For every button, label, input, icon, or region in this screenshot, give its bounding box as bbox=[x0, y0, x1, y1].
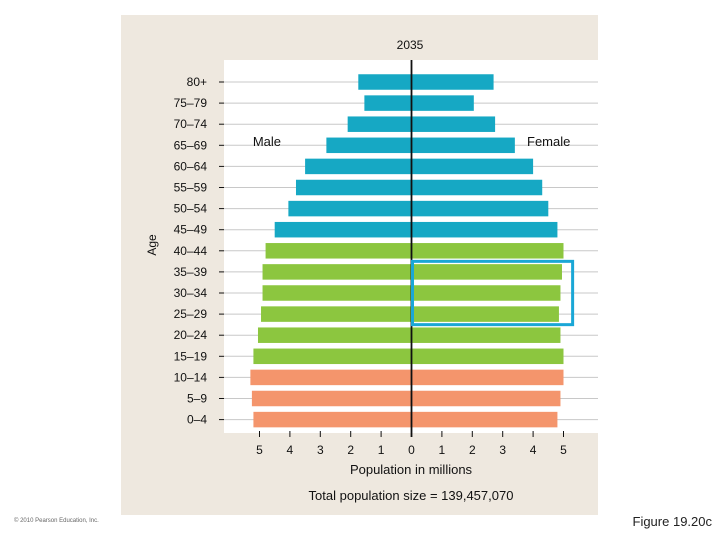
bars bbox=[250, 74, 564, 428]
y-tick-label: 50–54 bbox=[174, 202, 208, 216]
female-bar bbox=[411, 348, 564, 365]
female-bar bbox=[411, 411, 558, 428]
labels: 80+75–7970–7465–6960–6455–5950–5445–4940… bbox=[174, 75, 568, 457]
y-tick-label: 40–44 bbox=[174, 244, 208, 258]
male-label: Male bbox=[253, 134, 281, 149]
female-bar bbox=[411, 158, 534, 175]
female-bar bbox=[411, 179, 543, 196]
male-bar bbox=[250, 369, 412, 386]
x-tick-label: 2 bbox=[347, 443, 354, 457]
male-bar bbox=[251, 390, 412, 407]
female-bar bbox=[411, 116, 496, 132]
male-bar bbox=[364, 95, 412, 111]
male-bar bbox=[288, 200, 412, 217]
y-tick-label: 10–14 bbox=[174, 370, 208, 384]
male-bar bbox=[262, 285, 412, 301]
male-bar bbox=[257, 327, 412, 343]
axes bbox=[219, 60, 575, 437]
female-bar bbox=[411, 74, 494, 90]
y-tick-label: 65–69 bbox=[174, 138, 208, 152]
y-tick-label: 75–79 bbox=[174, 96, 208, 110]
y-tick-label: 20–24 bbox=[174, 328, 208, 342]
male-bar bbox=[305, 158, 412, 175]
female-bar bbox=[411, 243, 564, 259]
y-tick-label: 0–4 bbox=[187, 413, 207, 427]
female-bar bbox=[411, 264, 562, 280]
x-axis-label: Population in millions bbox=[350, 462, 473, 477]
x-tick-label: 5 bbox=[256, 443, 263, 457]
y-tick-label: 25–29 bbox=[174, 307, 208, 321]
figure-label: Figure 19.20c bbox=[632, 514, 713, 529]
population-pyramid-chart: 80+75–7970–7465–6960–6455–5950–5445–4940… bbox=[145, 38, 598, 503]
y-axis-label: Age bbox=[145, 234, 159, 256]
y-tick-label: 70–74 bbox=[174, 117, 208, 131]
female-label: Female bbox=[527, 134, 570, 149]
female-bar bbox=[411, 137, 515, 154]
y-tick-label: 60–64 bbox=[174, 159, 208, 173]
figure-panel: 80+ 75–79 70–74 65–69 60–64 55–59 50–54 45–49 40… bbox=[121, 15, 598, 515]
female-bar bbox=[411, 200, 549, 217]
x-tick-label: 4 bbox=[287, 443, 294, 457]
male-bar bbox=[253, 411, 412, 428]
chart-title: 2035 bbox=[397, 38, 424, 52]
female-bar bbox=[411, 327, 561, 343]
x-tick-label: 5 bbox=[560, 443, 567, 457]
male-bar bbox=[358, 74, 412, 90]
male-bar bbox=[265, 243, 412, 259]
female-bar bbox=[411, 221, 558, 238]
y-tick-label: 35–39 bbox=[174, 265, 208, 279]
highlight-box bbox=[411, 259, 575, 327]
y-tick-label: 45–49 bbox=[174, 223, 208, 237]
female-bar bbox=[411, 369, 564, 386]
x-tick-label: 0 bbox=[408, 443, 415, 457]
male-bar bbox=[274, 221, 412, 238]
y-tick-label: 55–59 bbox=[174, 181, 208, 195]
male-bar bbox=[295, 179, 412, 196]
female-bar bbox=[411, 285, 561, 301]
male-bar bbox=[261, 306, 412, 322]
x-tick-label: 4 bbox=[530, 443, 537, 457]
male-bar bbox=[262, 264, 412, 280]
total-population-note: Total population size = 139,457,070 bbox=[309, 488, 514, 503]
x-tick-label: 1 bbox=[439, 443, 446, 457]
y-tick-label: 15–19 bbox=[174, 349, 208, 363]
x-tick-label: 1 bbox=[378, 443, 385, 457]
female-bar bbox=[411, 95, 474, 111]
y-tick-label: 30–34 bbox=[174, 286, 208, 300]
copyright-notice: © 2010 Pearson Education, Inc. bbox=[14, 518, 99, 524]
x-tick-label: 2 bbox=[469, 443, 476, 457]
y-tick-label: 5–9 bbox=[187, 392, 207, 406]
y-tick-label: 80+ bbox=[187, 75, 207, 89]
male-bar bbox=[326, 137, 412, 154]
male-bar bbox=[253, 348, 412, 365]
male-bar bbox=[347, 116, 412, 132]
female-bar bbox=[411, 306, 559, 322]
x-tick-label: 3 bbox=[317, 443, 324, 457]
female-bar bbox=[411, 390, 561, 407]
x-tick-label: 3 bbox=[499, 443, 506, 457]
